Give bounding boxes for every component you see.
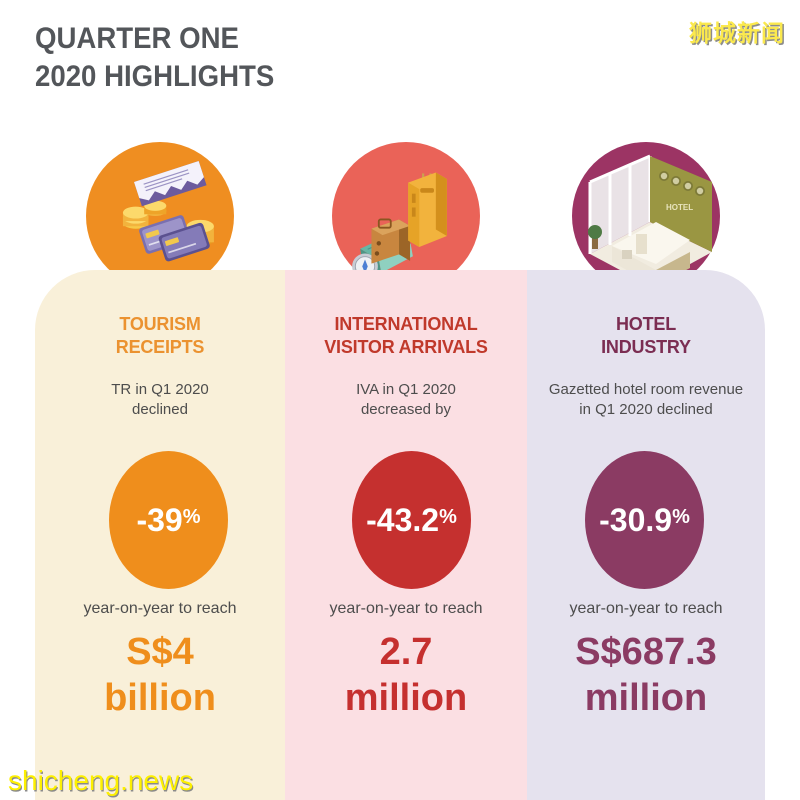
svg-text:HOTEL: HOTEL [666,203,693,212]
